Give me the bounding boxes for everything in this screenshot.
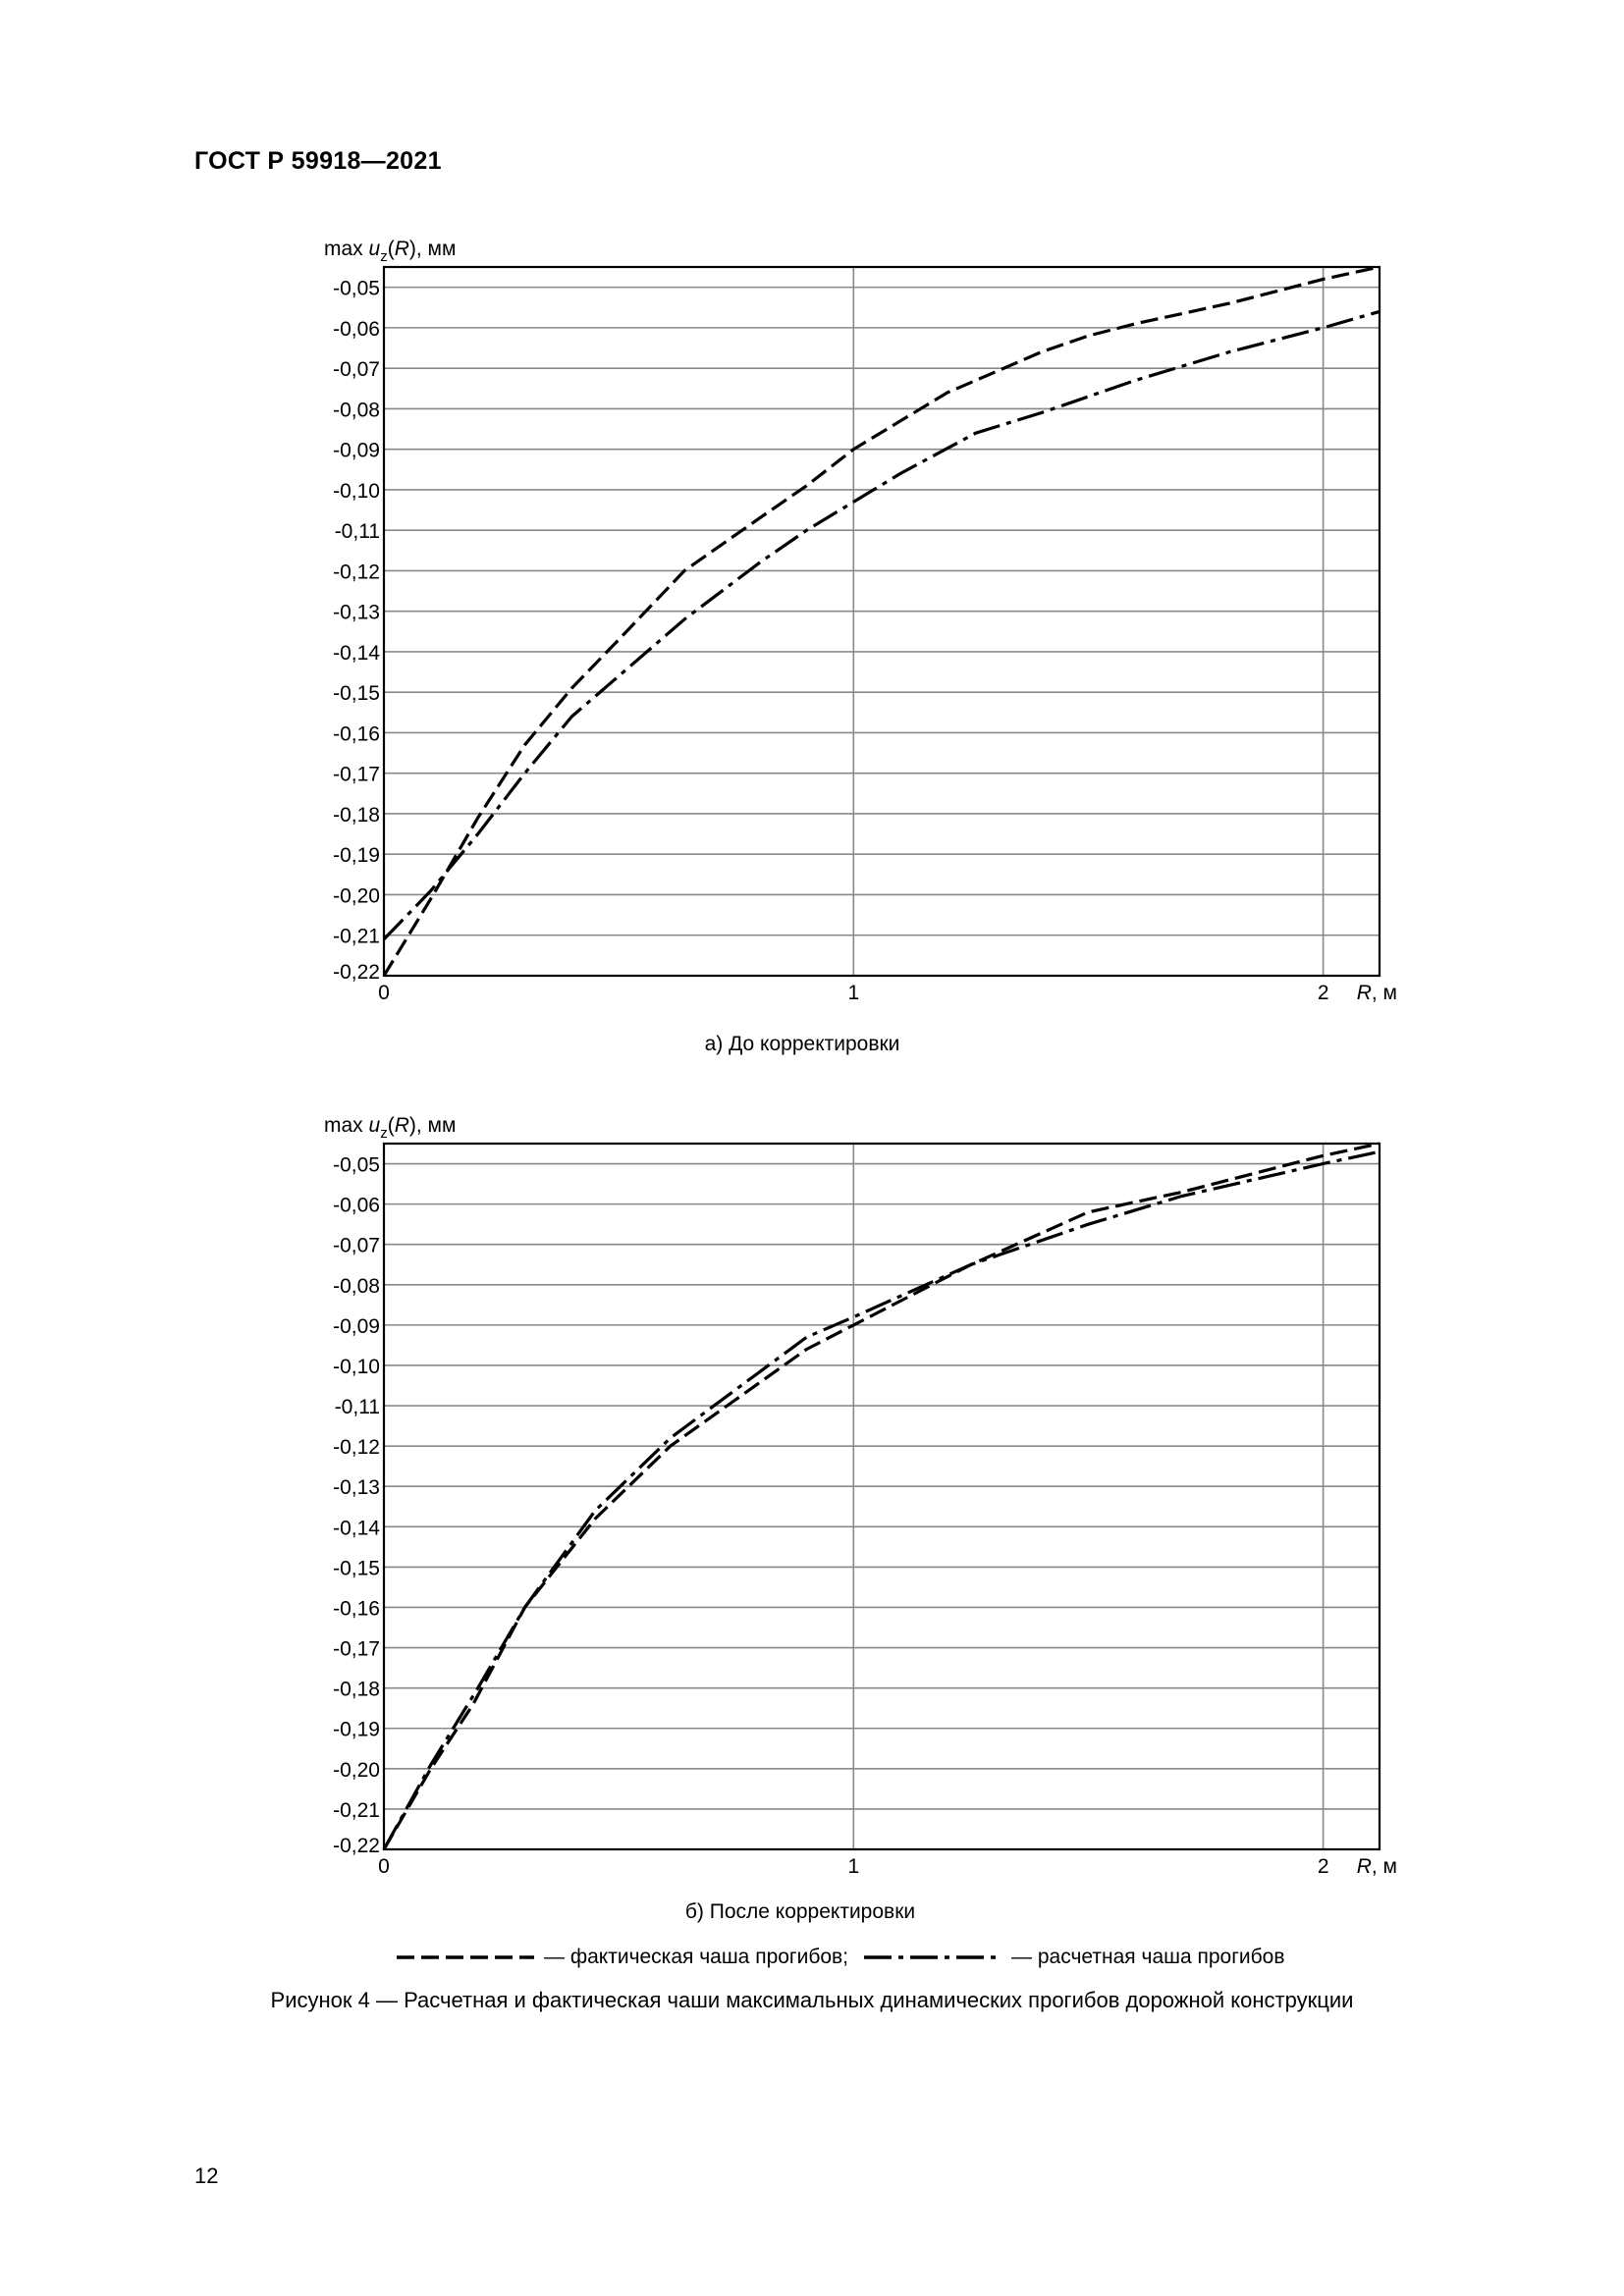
chart-1-series-actual-line [382,1142,1380,1850]
chart-0-series-calculated-line [382,309,1380,941]
chart-a-caption: а) До корректировки [704,1033,900,1055]
chart-0-ytick-label-1: -0,06 [333,318,380,341]
chart-0-ytick-label-11: -0,16 [333,722,380,745]
chart-0-ytick-label-13: -0,18 [333,804,380,827]
chart-1-ytick-label-2: -0,07 [333,1235,380,1257]
chart-0-xtick-label-2: 2 [1318,982,1329,1004]
page-number: 12 [194,2163,219,2188]
chart-0-ytick-label-17: -0,22 [333,961,380,984]
chart-b-caption: б) После корректировки [684,1900,916,1923]
chart-0-x-axis-title: R, м [1357,982,1397,1004]
chart-1-ytick-label-16: -0,21 [333,1799,380,1822]
chart-1-y-axis-title: max uz(R), мм [324,1114,456,1142]
chart-1-ytick-label-8: -0,13 [333,1476,380,1499]
chart-1-ytick-label-6: -0,11 [335,1396,380,1418]
chart-1-ytick-label-15: -0,20 [333,1759,380,1782]
chart-0-ytick-label-7: -0,12 [333,561,380,583]
chart-0-ytick-label-2: -0,07 [333,358,380,381]
chart-1-ytick-label-0: -0,05 [333,1154,380,1177]
chart-0-series-actual-line [382,265,1380,977]
chart-1-ytick-label-4: -0,09 [333,1315,380,1338]
chart-1-ytick-label-1: -0,06 [333,1195,380,1217]
chart-0-ytick-label-3: -0,08 [333,399,380,421]
legend-dashdot-line-icon [864,1955,1002,1959]
chart-0-ytick-label-10: -0,15 [333,682,380,705]
chart-1-ytick-label-3: -0,08 [333,1275,380,1298]
chart-1-ytick-label-13: -0,18 [333,1679,380,1701]
chart-1-ytick-label-17: -0,22 [333,1835,380,1857]
chart-0-xtick-label-0: 0 [378,982,390,1004]
chart-0-ytick-label-12: -0,17 [333,764,380,786]
chart-1-ytick-label-10: -0,15 [333,1557,380,1579]
chart-0-ytick-label-8: -0,13 [333,602,380,624]
chart-1-ytick-label-12: -0,17 [333,1638,380,1661]
chart-1-ytick-label-9: -0,14 [333,1517,380,1539]
chart-0-ytick-label-15: -0,20 [333,884,380,907]
figure-caption: Рисунок 4 — Расчетная и фактическая чаши… [270,1988,1354,2012]
chart-0-ytick-label-14: -0,19 [333,844,380,867]
chart-0-ytick-label-4: -0,09 [333,440,380,462]
legend-dashed-line-icon [397,1955,534,1959]
chart-1-plot-frame [382,1142,1381,1851]
chart-after-correction: -0,05 -0,06 -0,07 -0,08 -0,09 -0,10 -0,11 -0,12… [324,1114,1397,1878]
chart-0-plot-frame [382,265,1381,978]
chart-0-ytick-label-5: -0,10 [333,480,380,503]
legend: — фактическая чаша прогибов; — расчетная… [0,1941,1624,1974]
chart-1-ytick-label-7: -0,12 [333,1436,380,1459]
chart-1-ytick-label-5: -0,10 [333,1356,380,1378]
document-header: ГОСТ Р 59918—2021 [194,147,442,175]
chart-0-y-axis-title: max uz(R), мм [324,238,456,265]
legend-dashdot-label: — расчетная чаша прогибов [1011,1946,1285,1968]
chart-1-ytick-label-11: -0,16 [333,1597,380,1620]
chart-1-xtick-label-2: 2 [1318,1855,1329,1878]
chart-0-xtick-label-1: 1 [847,982,859,1004]
chart-0-ytick-label-16: -0,21 [333,926,380,948]
chart-0-ytick-label-6: -0,11 [335,520,380,543]
chart-1-x-axis-title: R, м [1357,1855,1397,1878]
chart-1-grid [384,1144,1380,1850]
legend-dashed-label: — фактическая чаша прогибов; [544,1946,849,1968]
chart-1-ytick-label-14: -0,19 [333,1719,380,1741]
chart-before-correction: -0,05 -0,06 -0,07 -0,08 -0,09 -0,10 -0,11 -0,12… [324,238,1397,1004]
chart-1-series-calculated-line [382,1149,1380,1850]
chart-1-xtick-label-1: 1 [847,1855,859,1878]
chart-1-xtick-label-0: 0 [378,1855,390,1878]
chart-0-grid [384,267,1380,977]
chart-0-ytick-label-9: -0,14 [333,642,380,665]
chart-0-ytick-label-0: -0,05 [333,278,380,300]
